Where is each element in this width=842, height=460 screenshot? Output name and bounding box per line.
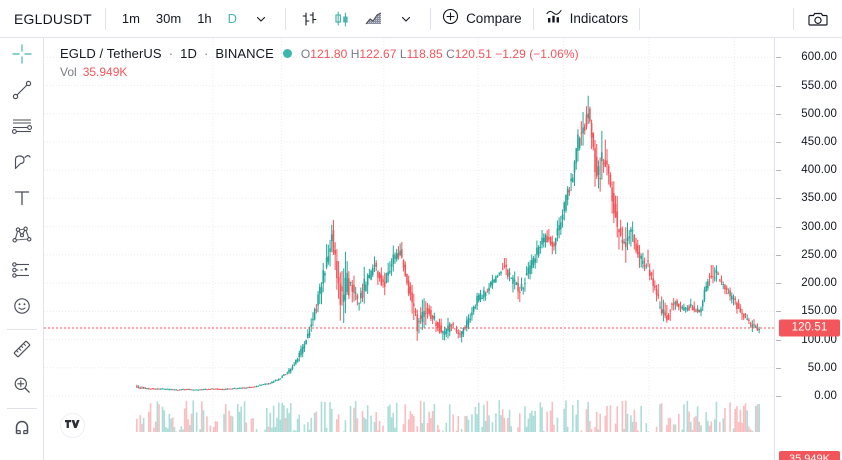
sidebar-item-patterns-tool[interactable] — [3, 218, 41, 254]
current-volume-badge: 35.949K — [779, 451, 840, 460]
price-tick-label: 600.00 — [801, 51, 837, 64]
text-icon — [11, 187, 33, 214]
timeframe-D[interactable]: D — [227, 10, 238, 26]
smiley-icon — [11, 295, 33, 322]
price-tick-label: 500.00 — [801, 107, 837, 120]
price-tick-mark — [776, 198, 781, 200]
indicators-button[interactable]: Indicators — [534, 0, 640, 38]
sidebar-divider — [6, 329, 37, 330]
price-tick-label: 300.00 — [801, 220, 837, 233]
tradingview-logo[interactable] — [60, 413, 85, 438]
magnifier-icon — [11, 374, 33, 401]
toolbar-divider — [793, 7, 794, 30]
price-tick-mark — [776, 226, 781, 228]
sidebar-item-text-tool[interactable] — [3, 182, 41, 218]
toolbar-divider — [430, 7, 432, 30]
sidebar-item-trend-line-tool[interactable] — [3, 74, 41, 110]
chart-area: EGLD / TetherUS · 1D · BINANCE O121.80 H… — [44, 38, 842, 460]
forecast-icon — [11, 259, 33, 286]
sidebar-group-magnet — [0, 412, 44, 448]
price-tick-mark — [776, 170, 781, 172]
sidebar-item-measure-tool[interactable] — [3, 333, 41, 369]
candles-icon[interactable] — [329, 6, 355, 32]
price-tick-mark — [776, 339, 781, 341]
sidebar-group-measure — [0, 333, 44, 405]
toolbar-divider — [639, 7, 641, 30]
indicators-label: Indicators — [569, 10, 629, 26]
sidebar-item-magnet-tool[interactable] — [3, 412, 41, 448]
price-tick-label: 550.00 — [801, 79, 837, 92]
chevron-down-icon — [255, 13, 267, 25]
sidebar-item-crosshair-tool[interactable] — [3, 38, 41, 74]
toolbar-divider — [104, 7, 106, 30]
snapshot-group — [794, 0, 842, 38]
sidebar-divider — [6, 408, 37, 409]
chart-pane[interactable]: EGLD / TetherUS · 1D · BINANCE O121.80 H… — [44, 38, 775, 460]
toolbar-spacer — [640, 0, 793, 38]
ruler-icon — [11, 338, 33, 365]
price-tick-mark — [776, 254, 781, 256]
timeframe-30m[interactable]: 30m — [155, 10, 182, 26]
price-scale[interactable]: 600.00 550.00 500.00 450.00 400.00 350.00 300.… — [776, 38, 842, 460]
timeframe-group: 1m 30m 1h D — [106, 0, 285, 38]
candlestick-svg — [44, 38, 774, 432]
horizontal-lines-icon — [11, 115, 33, 142]
price-tick-mark — [776, 283, 781, 285]
timeframe-dropdown-button[interactable] — [248, 6, 274, 32]
current-price-badge: 120.51 — [779, 319, 840, 337]
price-tick-mark — [776, 367, 781, 369]
price-tick-mark — [776, 113, 781, 115]
compare-label: Compare — [466, 10, 522, 26]
plus-circle-icon — [442, 8, 459, 30]
sidebar-item-horizontal-lines-tool[interactable] — [3, 110, 41, 146]
price-tick-label: 200.00 — [801, 277, 837, 290]
camera-icon[interactable] — [805, 6, 831, 32]
gann-pattern-icon — [11, 223, 33, 250]
chart-type-dropdown-button[interactable] — [393, 6, 419, 32]
compare-button[interactable]: Compare — [431, 0, 533, 38]
price-tick-label: 150.00 — [801, 305, 837, 318]
crosshair-icon — [11, 43, 33, 70]
area-icon[interactable] — [361, 6, 387, 32]
price-tick-mark — [776, 57, 781, 59]
chevron-down-icon — [400, 13, 412, 25]
price-tick-mark — [776, 85, 781, 87]
drawing-toolbar — [0, 38, 44, 460]
sidebar-item-emoji-tool[interactable] — [3, 290, 41, 326]
timeframe-1m[interactable]: 1m — [121, 10, 140, 26]
price-tick-mark — [776, 311, 781, 313]
sidebar-item-zoom-tool[interactable] — [3, 369, 41, 405]
magnet-icon — [11, 417, 33, 444]
price-tick-label: 450.00 — [801, 135, 837, 148]
sidebar-item-forecast-tool[interactable] — [3, 254, 41, 290]
price-tick-label: 50.00 — [807, 361, 837, 374]
indicators-icon — [545, 7, 563, 30]
brush-icon — [11, 151, 33, 178]
price-tick-label: 400.00 — [801, 164, 837, 177]
sidebar-group-primary — [0, 38, 44, 326]
price-tick-mark — [776, 396, 781, 397]
timeframe-1h[interactable]: 1h — [197, 10, 212, 26]
toolbar-divider — [532, 7, 534, 30]
toolbar-divider — [285, 7, 287, 30]
symbol-search-button[interactable]: EGLDUSDT — [14, 10, 92, 27]
bars-icon[interactable] — [297, 6, 323, 32]
trend-line-icon — [11, 79, 33, 106]
price-plot[interactable] — [44, 38, 774, 432]
sidebar-item-brush-tool[interactable] — [3, 146, 41, 182]
top-toolbar: EGLDUSDT 1m 30m 1h D — [0, 0, 842, 38]
price-tick-label: 350.00 — [801, 192, 837, 205]
price-tick-label: 0.00 — [814, 390, 837, 402]
price-tick-label: 250.00 — [801, 248, 837, 261]
price-tick-mark — [776, 141, 781, 143]
chart-type-group — [286, 0, 430, 38]
price-tick-label: 100.00 — [801, 333, 837, 346]
